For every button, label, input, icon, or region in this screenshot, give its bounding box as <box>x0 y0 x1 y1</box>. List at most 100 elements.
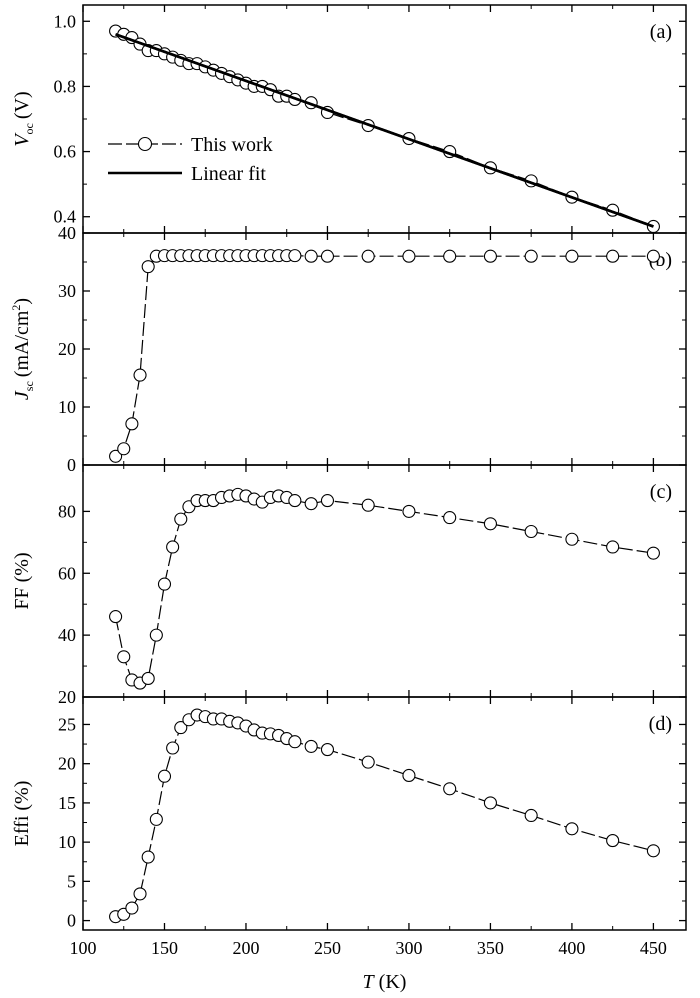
data-point <box>125 901 139 915</box>
y-tick-label: 5 <box>67 871 76 891</box>
data-layer <box>109 249 660 463</box>
data-point <box>361 755 375 769</box>
y-tick-label: 60 <box>58 563 76 583</box>
data-point <box>109 610 123 624</box>
plot-frame <box>82 232 687 466</box>
data-point <box>320 743 335 757</box>
data-point <box>402 249 416 263</box>
y-tick-label: 20 <box>58 339 76 359</box>
data-point <box>149 628 163 642</box>
data-point <box>304 249 318 263</box>
y-axis-label: FF (%) <box>11 552 33 609</box>
data-point <box>606 249 620 263</box>
data-point <box>304 739 318 753</box>
data-point <box>141 850 155 864</box>
data-layer <box>109 708 660 924</box>
data-point <box>524 808 538 823</box>
data-point <box>565 249 579 263</box>
x-tick-label: 150 <box>151 938 178 958</box>
y-tick-label: 15 <box>58 793 76 813</box>
panel-label: (c) <box>650 481 672 503</box>
plot-frame <box>82 696 687 931</box>
y-tick-label: 0.6 <box>54 142 77 162</box>
data-point <box>524 524 538 539</box>
x-tick-label: 200 <box>232 938 259 958</box>
data-point <box>174 721 188 735</box>
y-tick-label: 1.0 <box>54 11 77 31</box>
chart-panel-c: 20 40 60 80 (c) FF (%) <box>11 464 687 707</box>
x-tick-label: 350 <box>477 938 504 958</box>
chart-panel-a: 0.4 0.6 0.8 1.0 (a) Voc(V) This work Linear fit <box>11 4 687 234</box>
data-layer <box>109 487 660 690</box>
y-tick-label: 10 <box>58 832 76 852</box>
panel-label: (a) <box>650 21 672 43</box>
data-point <box>133 887 147 901</box>
data-point <box>157 769 172 783</box>
data-point <box>524 249 538 263</box>
x-tick-label: 300 <box>395 938 422 958</box>
data-point <box>483 249 497 263</box>
data-layer <box>109 24 660 233</box>
panel-label: (d) <box>649 713 672 735</box>
plot-frame <box>82 4 687 234</box>
y-tick-label: 20 <box>58 754 76 774</box>
data-point <box>606 834 620 848</box>
data-point <box>443 249 457 263</box>
data-point <box>646 546 660 560</box>
data-point <box>361 498 375 512</box>
data-point <box>288 494 302 508</box>
data-point <box>443 511 457 525</box>
y-tick-label: 10 <box>58 397 76 417</box>
data-point <box>133 368 147 382</box>
data-point <box>288 249 302 263</box>
data-point <box>565 822 579 836</box>
fit-line-overlay <box>115 33 654 228</box>
data-point <box>117 442 131 456</box>
y-tick-label: 40 <box>58 625 76 645</box>
y-tick-label: 0.8 <box>54 76 77 96</box>
series-line <box>115 493 654 684</box>
y-tick-label: 80 <box>58 501 76 521</box>
data-point <box>141 671 155 685</box>
y-tick-label: 20 <box>58 687 76 707</box>
data-point <box>320 494 335 508</box>
x-tick-label: 250 <box>314 938 341 958</box>
y-tick-label: 25 <box>58 714 76 734</box>
legend-label-this-work: This work <box>191 134 273 156</box>
data-point <box>117 650 131 664</box>
data-point <box>304 497 318 511</box>
series-line <box>115 255 654 457</box>
data-point <box>157 577 172 591</box>
data-point <box>361 249 375 263</box>
chart-panel-d: 0 5 10 15 20 25 (d) Effi (%) <box>11 696 687 931</box>
x-tick-label: 100 <box>70 938 97 958</box>
data-point <box>646 844 660 858</box>
y-tick-label: 30 <box>58 281 76 301</box>
data-point <box>402 504 416 518</box>
data-point <box>288 735 302 749</box>
data-point <box>125 417 139 431</box>
data-point <box>443 782 457 796</box>
plot-frame <box>82 464 687 698</box>
legend-label-linear-fit: Linear fit <box>191 163 266 185</box>
y-axis-label: Voc(V) <box>11 91 36 146</box>
data-point <box>320 249 335 263</box>
y-axis-label: Jsc(mA/cm2) <box>9 298 36 400</box>
data-point <box>149 812 163 826</box>
legend-marker-this-work <box>137 136 153 152</box>
x-tick-label: 450 <box>640 938 667 958</box>
y-tick-label: 0 <box>67 911 76 931</box>
x-axis-label: T (K) <box>363 971 407 993</box>
legend: This work Linear fit <box>108 134 273 185</box>
x-tick-label: 400 <box>558 938 585 958</box>
data-point <box>141 260 155 274</box>
data-point <box>646 249 660 263</box>
data-point <box>606 540 620 554</box>
data-point <box>565 532 579 546</box>
data-point <box>109 449 123 463</box>
data-point <box>483 796 497 810</box>
data-point <box>402 768 416 783</box>
y-axis-label: Effi (%) <box>11 781 33 847</box>
